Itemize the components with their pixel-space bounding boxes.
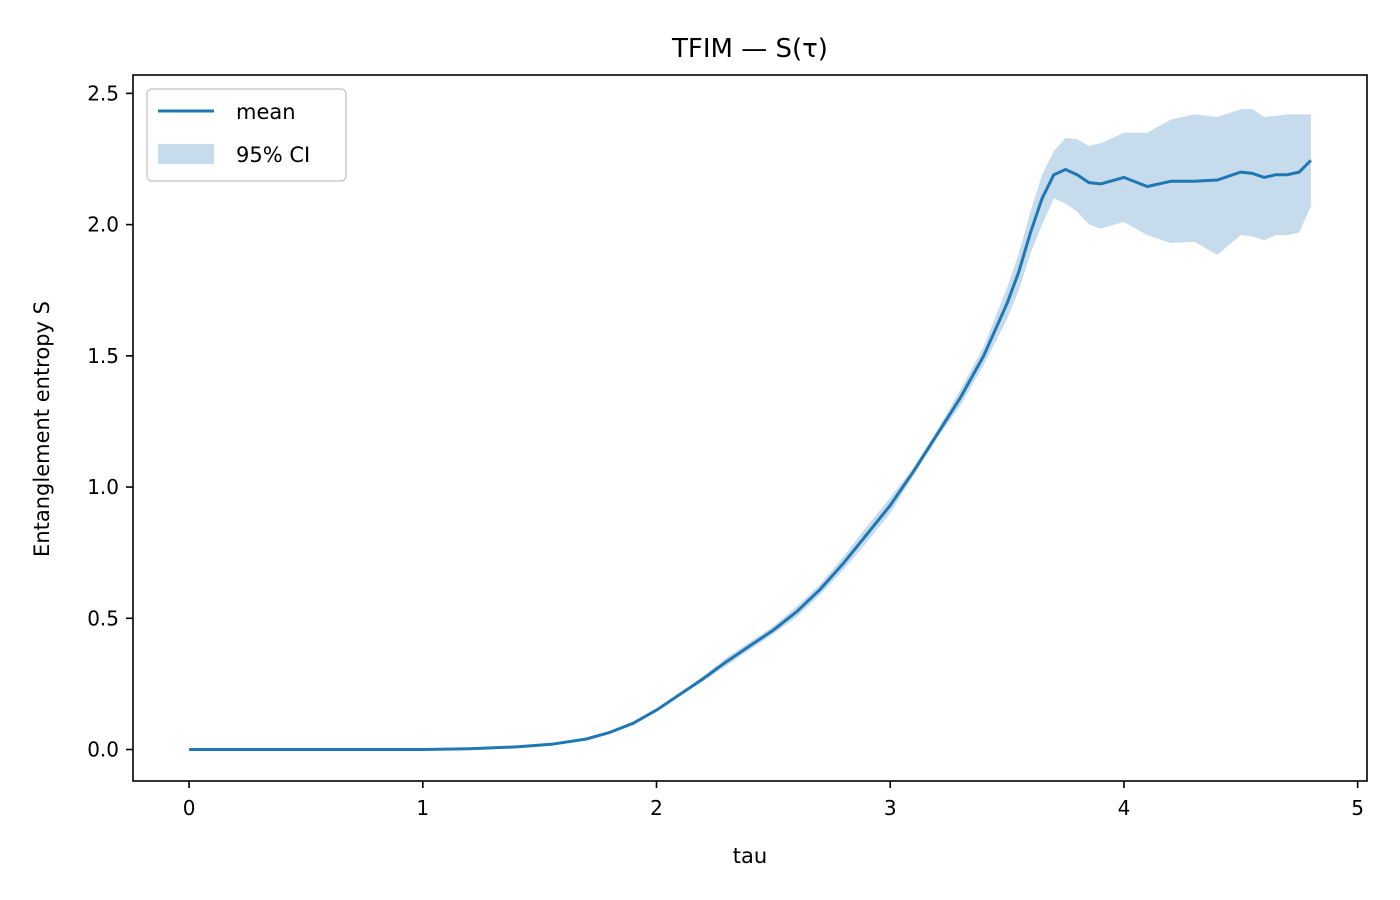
x-axis-label: tau — [733, 844, 767, 868]
y-tick-label: 2.0 — [87, 213, 119, 237]
x-tick-label: 3 — [884, 796, 897, 820]
y-tick-label: 1.5 — [87, 344, 119, 368]
x-tick-label: 0 — [183, 796, 196, 820]
ci-band-layer — [189, 109, 1311, 750]
y-tick-label: 0.0 — [87, 738, 119, 762]
x-tick-label: 1 — [416, 796, 429, 820]
legend-ci-label: 95% CI — [236, 143, 310, 167]
y-tick-label: 0.5 — [87, 606, 119, 630]
legend-mean-label: mean — [236, 100, 296, 124]
legend-ci-swatch — [158, 144, 214, 164]
x-tick-label: 2 — [650, 796, 663, 820]
plot-frame — [132, 74, 1368, 782]
x-tick-label: 5 — [1351, 796, 1364, 820]
x-ticks: 0 1 2 3 4 5 — [183, 781, 1364, 820]
chart-title: TFIM — S(τ) — [671, 34, 828, 64]
ci-band — [189, 109, 1311, 750]
y-tick-label: 2.5 — [87, 81, 119, 105]
y-axis-label: Entanglement entropy S — [30, 301, 54, 557]
x-tick-label: 4 — [1118, 796, 1131, 820]
y-ticks: 0.0 0.5 1.0 1.5 2.0 2.5 — [87, 81, 133, 762]
legend: mean 95% CI — [146, 88, 347, 182]
y-tick-label: 1.0 — [87, 475, 119, 499]
mean-line-layer — [189, 159, 1312, 751]
mean-line — [189, 159, 1312, 751]
